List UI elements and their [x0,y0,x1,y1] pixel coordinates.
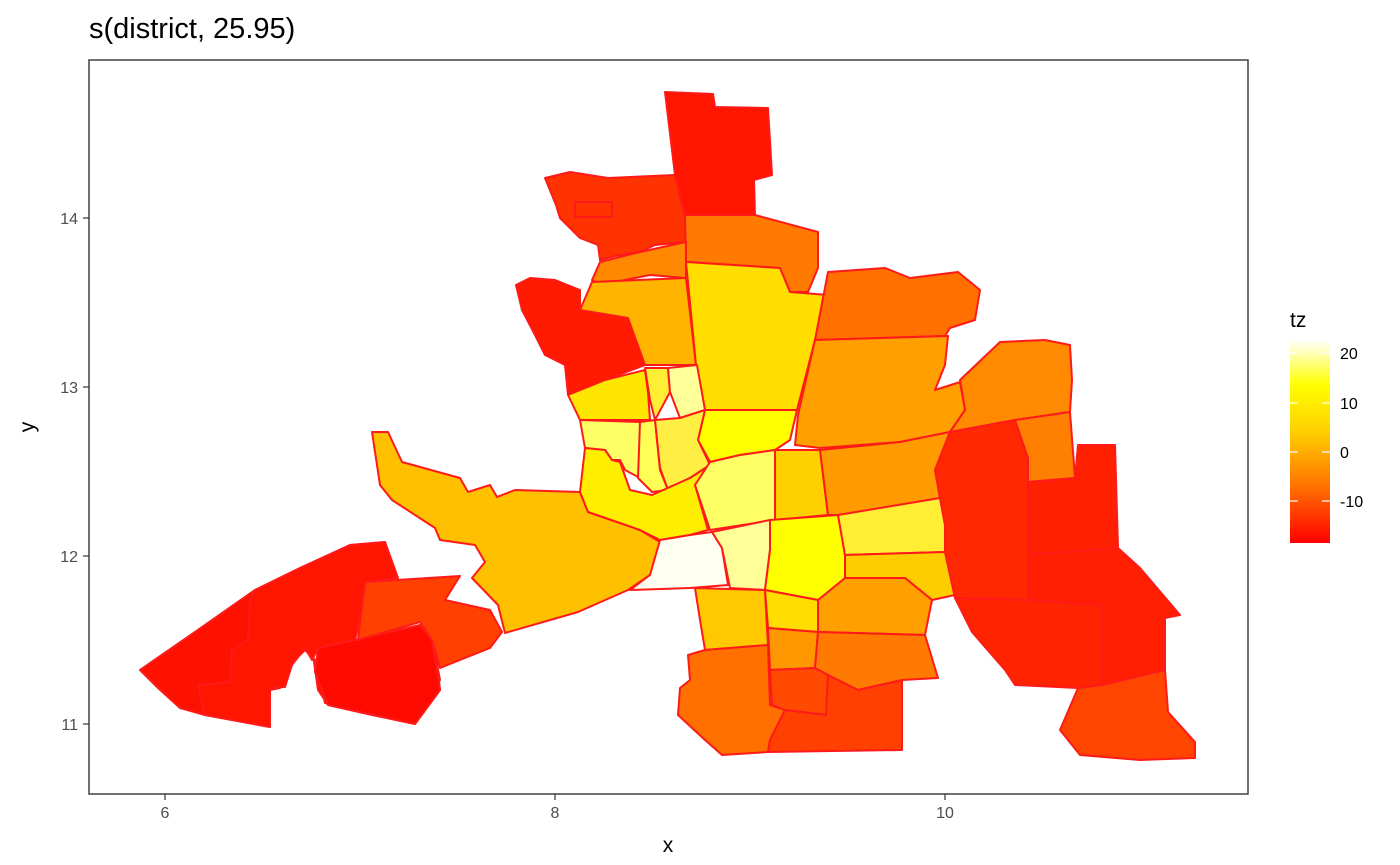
district-far-north [664,91,773,216]
district-east-orange [817,577,933,636]
district-south-e [767,674,903,753]
x-axis-title: x [663,834,674,857]
legend-tick-label: 0 [1340,445,1349,462]
plot-title: s(district, 25.95) [89,13,295,45]
x-tick-label: 10 [936,805,954,822]
district-north-central [579,277,697,366]
x-tick-label: 6 [161,805,170,822]
y-tick-label: 13 [60,380,78,397]
district-southwest-3 [314,624,441,725]
y-axis [83,217,89,725]
district-south-light [629,531,729,591]
legend-tick-label: 20 [1340,346,1358,363]
plot-panel-border [88,59,1249,795]
x-axis [164,794,946,800]
legend-colorbar [1290,340,1330,543]
y-tick-label: 11 [61,717,78,734]
y-axis-title: y [16,421,39,432]
x-tick-label: 8 [551,805,560,822]
district-northeast-a [814,267,981,341]
district-east-red-d [954,597,1103,689]
district-south-d [769,667,829,716]
district-north-a-inset [574,201,613,218]
legend-title: tz [1290,309,1306,332]
district-northeast-b [794,335,966,449]
district-north-c [591,241,687,286]
legend: tz 20 10 0 -10 [1290,309,1363,543]
y-tick-label: 14 [60,211,78,228]
district-sw-middle [357,575,503,669]
district-south-b [767,627,819,671]
district-east-a [949,339,1073,433]
district-map [139,91,1196,761]
district-center-b [644,367,671,421]
district-east-red-a [934,419,1029,601]
y-tick-label: 12 [60,549,78,566]
district-southwest-2 [197,541,399,728]
district-center-j [774,449,829,521]
legend-tick-label: 10 [1340,396,1358,413]
district-south-gold [694,587,769,651]
district-southeast [1059,669,1196,761]
legend-tick-label: -10 [1340,494,1363,511]
